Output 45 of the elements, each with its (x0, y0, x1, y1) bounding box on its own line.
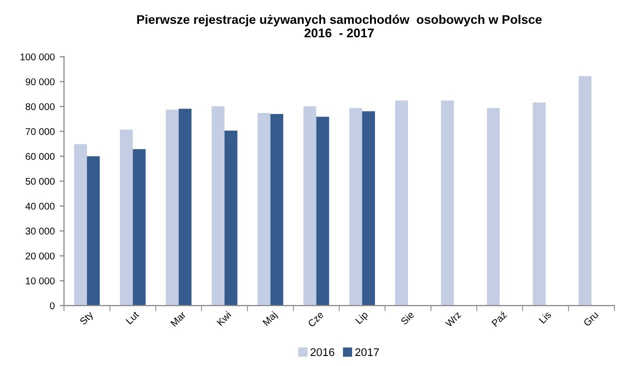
bar (224, 130, 238, 306)
bar (74, 144, 87, 306)
bar (120, 130, 133, 306)
y-tick-label: 0 (50, 302, 55, 310)
bar (486, 108, 500, 306)
y-tick-label: 40 000 (25, 202, 55, 210)
x-tick-label: Gru (583, 311, 599, 327)
y-tick-label: 80 000 (26, 103, 55, 110)
chart-title: Pierwsze rejestracje używanych samochodów osobowych w Polsce 2016 - 2017 (137, 14, 542, 38)
bar (86, 156, 100, 306)
bar (578, 76, 592, 306)
x-tick-label: Lip (354, 310, 370, 326)
bar (166, 110, 179, 306)
bar (258, 112, 270, 306)
x-tick-label: Cze (307, 310, 324, 328)
x-tick-label: Mar (170, 310, 186, 327)
y-tick-label: 20 000 (26, 252, 55, 260)
x-tick-label: Sty (79, 310, 96, 326)
x-tick-label: Wrz (444, 311, 462, 328)
bar (441, 100, 454, 306)
y-tick-label: 60 000 (26, 153, 55, 160)
y-tick-label: 90 000 (26, 78, 55, 86)
bar (212, 106, 225, 306)
x-tick-label: Lis (538, 310, 552, 324)
x-tick-label: Lut (126, 310, 140, 325)
x-tick-label: Maj (262, 310, 279, 328)
x-tick-label: Kwi (216, 310, 232, 326)
bar (270, 114, 284, 306)
y-tick-label: 30 000 (26, 228, 55, 235)
y-tick-label: 70 000 (26, 128, 55, 136)
bar (303, 106, 316, 306)
x-tick-label: Paź (491, 310, 508, 327)
y-tick-label: 50 000 (26, 178, 55, 185)
bar (349, 108, 362, 306)
y-tick-label: 10 000 (26, 277, 55, 284)
bar (178, 108, 192, 306)
bar (362, 111, 375, 306)
y-tick-label: 100 000 (20, 53, 55, 60)
bar (395, 100, 408, 306)
legend-label: 2016 (310, 348, 334, 356)
bar (532, 102, 546, 306)
bar (316, 116, 330, 306)
bar (132, 149, 146, 306)
x-tick-label: Sie (400, 310, 415, 326)
legend-label: 2017 (355, 348, 379, 356)
